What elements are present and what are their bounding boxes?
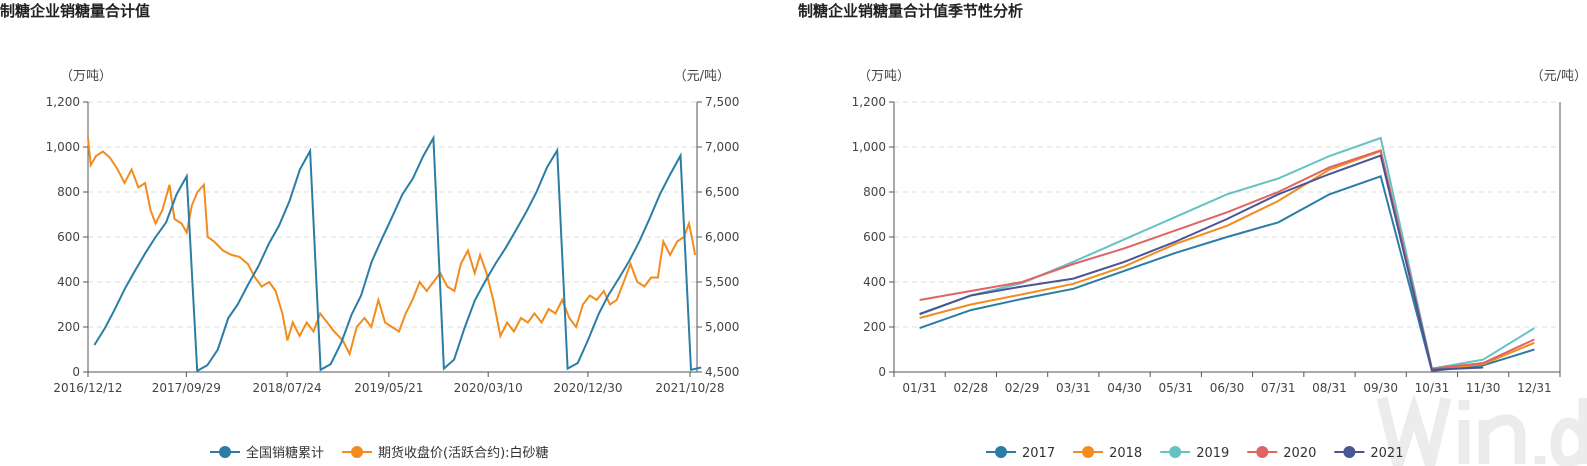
x-tick-label: 06/30 <box>1210 381 1245 395</box>
y-left-tick-label: 0 <box>72 365 80 379</box>
y-right-tick-label: 5,500 <box>705 275 739 289</box>
legend-marker <box>219 446 231 458</box>
x-tick-label: 2021/10/28 <box>655 381 724 395</box>
y-right-tick-label: 6,500 <box>705 185 739 199</box>
left-axis-unit: （万吨） <box>858 69 910 84</box>
x-tick-label: 09/30 <box>1363 381 1398 395</box>
watermark-letter-d <box>1550 398 1587 466</box>
x-tick-label: 2019/05/21 <box>354 381 423 395</box>
series-line-2021 <box>919 154 1484 371</box>
legend-label: 2020 <box>1283 446 1316 461</box>
x-tick-label: 01/31 <box>902 381 937 395</box>
y-right-tick-label: 4,500 <box>705 365 739 379</box>
x-tick-label: 12/31 <box>1517 381 1552 395</box>
legend-marker <box>1169 446 1182 458</box>
y-left-tick-label: 1,200 <box>46 95 80 109</box>
legend-label: 期货收盘价(活跃合约):白砂糖 <box>378 445 549 461</box>
x-tick-label: 08/31 <box>1312 381 1347 395</box>
wind-watermark <box>1376 393 1587 466</box>
y-left-tick-label: 400 <box>57 275 80 289</box>
y-left-tick-label: 800 <box>57 185 80 199</box>
series-line-2019 <box>919 136 1535 370</box>
x-tick-label: 2020/12/30 <box>553 381 622 395</box>
x-tick-label: 04/30 <box>1107 381 1142 395</box>
x-tick-label: 03/31 <box>1056 381 1091 395</box>
legend-label: 2018 <box>1109 446 1142 461</box>
legend-label: 全国销糖累计 <box>246 445 324 461</box>
x-tick-label: 11/30 <box>1466 381 1501 395</box>
legend-label: 2019 <box>1196 446 1229 461</box>
legend-label: 2021 <box>1370 446 1403 461</box>
left-axis-unit: （万吨） <box>60 69 112 84</box>
legend-marker <box>995 446 1007 458</box>
y-tick-label: 0 <box>878 365 886 379</box>
y-left-tick-label: 600 <box>57 230 80 244</box>
left-chart-title: 制糖企业销糖量合计值 <box>0 2 151 20</box>
x-tick-label: 2017/09/29 <box>152 381 221 395</box>
y-left-tick-label: 200 <box>57 320 80 334</box>
right-axis-unit: （元/吨） <box>674 69 730 84</box>
right-axis-unit: （元/吨） <box>1531 69 1587 84</box>
y-tick-label: 400 <box>863 275 886 289</box>
x-tick-label: 10/31 <box>1415 381 1450 395</box>
x-tick-label: 02/28 <box>954 381 989 395</box>
legend-marker <box>1343 446 1356 458</box>
y-tick-label: 800 <box>863 185 886 199</box>
y-right-tick-label: 7,500 <box>705 95 739 109</box>
x-tick-label: 2016/12/12 <box>53 381 122 395</box>
x-tick-label: 02/29 <box>1005 381 1040 395</box>
watermark-letter-n <box>1478 414 1526 464</box>
y-right-tick-label: 7,000 <box>705 140 739 154</box>
series-line-sales <box>93 134 702 373</box>
series-line-price <box>87 137 697 357</box>
x-tick-label: 2020/03/10 <box>454 381 523 395</box>
y-right-tick-label: 6,000 <box>705 230 739 244</box>
y-tick-label: 1,000 <box>852 140 886 154</box>
legend-marker <box>351 446 364 458</box>
legend-marker <box>1256 446 1269 458</box>
y-tick-label: 600 <box>863 230 886 244</box>
y-left-tick-label: 1,000 <box>46 140 80 154</box>
right-chart-title: 制糖企业销糖量合计值季节性分析 <box>798 2 1024 20</box>
x-tick-label: 07/31 <box>1261 381 1296 395</box>
y-tick-label: 200 <box>863 320 886 334</box>
y-right-tick-label: 5,000 <box>705 320 739 334</box>
legend-marker <box>1082 446 1095 458</box>
x-tick-label: 05/31 <box>1158 381 1193 395</box>
watermark-letter-w <box>1376 393 1452 466</box>
series-line-2020 <box>919 149 1535 370</box>
y-tick-label: 1,200 <box>852 95 886 109</box>
series-line-2018 <box>919 149 1535 371</box>
x-tick-label: 2018/07/24 <box>253 381 322 395</box>
series-line-2017 <box>919 174 1535 372</box>
legend-label: 2017 <box>1022 446 1055 461</box>
